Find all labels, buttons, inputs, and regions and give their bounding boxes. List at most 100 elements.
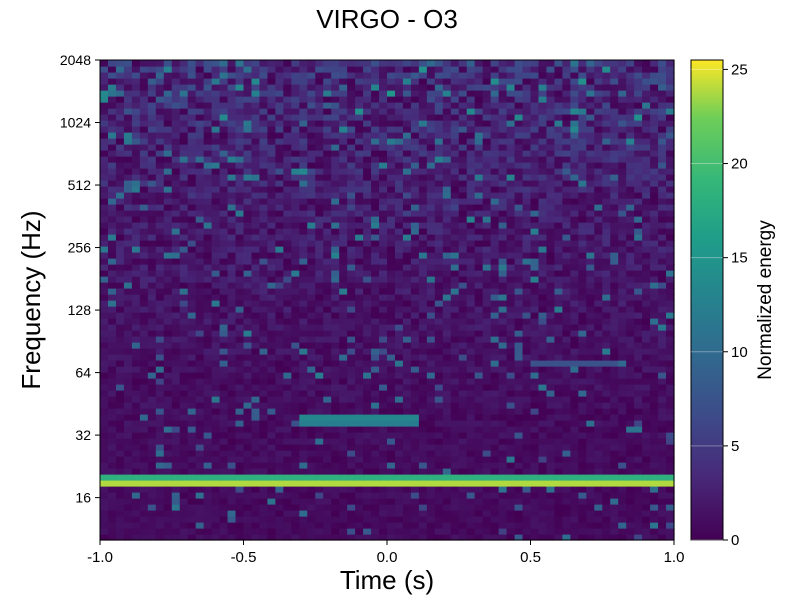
heatmap-cell xyxy=(506,492,516,499)
heatmap-cell xyxy=(562,366,571,373)
heatmap-cell xyxy=(450,156,460,163)
heatmap-cell xyxy=(442,468,452,475)
heatmap-cell xyxy=(299,366,308,373)
heatmap-cell xyxy=(315,438,324,445)
heatmap-cell xyxy=(458,510,468,517)
heatmap-cell xyxy=(618,150,627,157)
heatmap-cell xyxy=(538,522,548,529)
heatmap-cell xyxy=(139,324,149,331)
heatmap-cell xyxy=(203,444,213,451)
heatmap-cell xyxy=(538,528,548,535)
heatmap-cell xyxy=(658,144,667,151)
heatmap-cell xyxy=(307,456,316,463)
heatmap-cell xyxy=(666,180,675,187)
heatmap-cell xyxy=(482,264,492,271)
heatmap-cell xyxy=(171,336,181,343)
heatmap-cell xyxy=(283,222,292,229)
heatmap-cell xyxy=(203,294,213,301)
heatmap-cell xyxy=(642,510,651,517)
heatmap-cell xyxy=(195,132,205,139)
heatmap-cell xyxy=(434,420,444,427)
heatmap-cell xyxy=(506,270,516,277)
heatmap-cell xyxy=(394,492,404,499)
heatmap-cell xyxy=(147,534,157,541)
heatmap-cell xyxy=(139,282,149,289)
heatmap-cell xyxy=(610,138,619,145)
heatmap-cell xyxy=(586,504,595,511)
heatmap-cell xyxy=(371,420,380,427)
heatmap-cell xyxy=(179,210,189,217)
heatmap-cell xyxy=(546,222,556,229)
heatmap-cell xyxy=(546,498,556,505)
heatmap-cell xyxy=(450,138,460,145)
heatmap-cell xyxy=(666,378,675,385)
heatmap-cell xyxy=(235,300,245,307)
heatmap-cell xyxy=(347,132,356,139)
heatmap-cell xyxy=(379,354,388,361)
heatmap-cell xyxy=(100,216,109,223)
heatmap-cell xyxy=(570,534,579,541)
heatmap-cell xyxy=(107,378,117,385)
heatmap-cell xyxy=(155,450,165,457)
heatmap-cell xyxy=(171,282,181,289)
heatmap-cell xyxy=(339,408,348,415)
heatmap-cell xyxy=(259,444,269,451)
heatmap-cell xyxy=(267,342,276,349)
heatmap-cell xyxy=(490,276,500,283)
heatmap-cell xyxy=(323,204,332,211)
heatmap-cell xyxy=(594,480,603,487)
heatmap-cell xyxy=(570,204,579,211)
heatmap-cell xyxy=(259,426,269,433)
heatmap-cell xyxy=(379,282,388,289)
heatmap-cell xyxy=(562,228,571,235)
heatmap-cell xyxy=(171,384,181,391)
heatmap-cell xyxy=(307,312,316,319)
heatmap-cell xyxy=(379,306,388,313)
heatmap-cell xyxy=(666,270,675,277)
heatmap-cell xyxy=(155,516,165,523)
heatmap-cell xyxy=(331,426,340,433)
heatmap-cell xyxy=(219,174,229,181)
heatmap-cell xyxy=(594,336,603,343)
heatmap-cell xyxy=(402,252,412,259)
heatmap-cell xyxy=(458,252,468,259)
heatmap-cell xyxy=(546,384,556,391)
heatmap-cell xyxy=(626,438,635,445)
heatmap-cell xyxy=(267,222,276,229)
heatmap-cell xyxy=(458,396,468,403)
heatmap-cell xyxy=(179,204,189,211)
heatmap-cell xyxy=(147,144,157,151)
heatmap-cell xyxy=(466,168,476,175)
heatmap-cell xyxy=(163,306,173,313)
heatmap-cell xyxy=(100,138,109,145)
heatmap-cell xyxy=(155,444,165,451)
heatmap-cell xyxy=(267,330,276,337)
heatmap-cell xyxy=(434,360,444,367)
heatmap-cell xyxy=(235,438,245,445)
heatmap-cell xyxy=(410,444,420,451)
heatmap-cell xyxy=(594,510,603,517)
heatmap-cell xyxy=(195,126,205,133)
heatmap-cell xyxy=(299,516,308,523)
heatmap-cell xyxy=(586,216,595,223)
heatmap-cell xyxy=(498,516,508,523)
heatmap-cell xyxy=(259,438,269,445)
heatmap-cell xyxy=(434,414,444,421)
heatmap-cell xyxy=(490,216,500,223)
heatmap-cell xyxy=(163,528,173,535)
heatmap-cell xyxy=(187,228,197,235)
heatmap-cell xyxy=(291,396,300,403)
heatmap-cell xyxy=(387,360,396,367)
heatmap-cell xyxy=(482,234,492,241)
heatmap-cell xyxy=(235,498,245,505)
heatmap-cell xyxy=(115,174,125,181)
heatmap-cell xyxy=(227,198,237,205)
heatmap-cell xyxy=(626,480,635,487)
heatmap-cell xyxy=(410,210,420,217)
heatmap-cell xyxy=(251,228,261,235)
heatmap-cell xyxy=(410,534,420,541)
heatmap-cell xyxy=(418,144,428,151)
heatmap-cell xyxy=(371,324,380,331)
heatmap-cell xyxy=(434,444,444,451)
heatmap-cell xyxy=(594,444,603,451)
